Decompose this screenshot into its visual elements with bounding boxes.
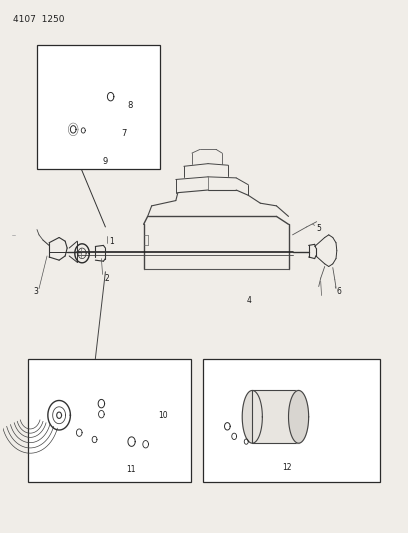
Text: 1: 1 [109, 237, 114, 246]
Text: 5: 5 [317, 224, 322, 233]
Bar [252, 391, 299, 443]
Polygon shape [288, 391, 308, 443]
FancyBboxPatch shape [37, 45, 160, 169]
Text: 3: 3 [33, 287, 38, 296]
FancyBboxPatch shape [28, 359, 191, 482]
Text: 11: 11 [126, 465, 136, 474]
FancyBboxPatch shape [203, 359, 380, 482]
Text: 8: 8 [128, 101, 133, 110]
Text: 4107  1250: 4107 1250 [13, 15, 64, 24]
Text: 10: 10 [159, 411, 168, 420]
Text: 4: 4 [246, 296, 251, 305]
Text: 9: 9 [102, 157, 107, 166]
Text: 7: 7 [122, 129, 127, 138]
Text: 12: 12 [282, 464, 292, 472]
Text: 6: 6 [337, 287, 341, 296]
Polygon shape [242, 391, 262, 443]
Text: 2: 2 [104, 274, 109, 283]
